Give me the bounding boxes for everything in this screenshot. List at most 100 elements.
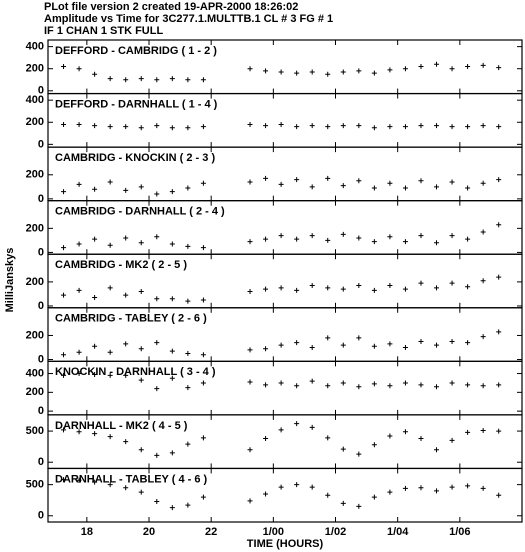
data-point [263, 436, 269, 442]
data-point [340, 69, 346, 75]
header-line: Amplitude vs Time for 3C277.1.MULTTB.1 C… [44, 13, 333, 25]
data-point [356, 503, 362, 509]
data-point [61, 64, 67, 70]
data-point [449, 380, 455, 386]
data-point [480, 62, 486, 68]
data-point [356, 283, 362, 289]
data-point [263, 175, 269, 181]
data-point [418, 338, 424, 344]
x-tick-label: 1/04 [387, 526, 409, 538]
y-tick-label: 0 [38, 456, 44, 468]
data-point [402, 429, 408, 435]
x-tick-label: 22 [205, 526, 217, 538]
data-point [76, 66, 82, 72]
data-point [418, 123, 424, 129]
data-point [449, 179, 455, 185]
y-tick-label: 200 [26, 169, 44, 181]
data-point [294, 236, 300, 242]
data-point [402, 239, 408, 245]
data-point [356, 68, 362, 74]
data-point [61, 121, 67, 127]
data-point [402, 66, 408, 72]
y-tick-label: 500 [26, 425, 44, 437]
data-point [371, 343, 377, 349]
data-point [107, 285, 113, 291]
y-axis-label: MilliJanskys [4, 248, 16, 313]
data-point [278, 69, 284, 75]
data-point [138, 489, 144, 495]
data-point [496, 428, 502, 434]
data-point [356, 384, 362, 390]
data-point [449, 484, 455, 490]
data-point [371, 381, 377, 387]
data-point [76, 287, 82, 293]
data-point [387, 383, 393, 389]
data-point [76, 349, 82, 355]
data-point [107, 124, 113, 130]
y-tick-label: 200 [26, 329, 44, 341]
data-point [154, 296, 160, 302]
y-tick-label: 200 [26, 116, 44, 128]
data-point [185, 351, 191, 357]
x-axis-label: TIME (HOURS) [247, 538, 324, 550]
data-point [138, 346, 144, 352]
data-point [278, 484, 284, 490]
data-point [200, 380, 206, 386]
data-point [154, 386, 160, 392]
data-point [263, 346, 269, 352]
data-point [387, 433, 393, 439]
data-point [325, 492, 331, 498]
data-point [200, 297, 206, 303]
data-point [200, 77, 206, 83]
data-point [200, 352, 206, 358]
data-point [434, 342, 440, 348]
data-point [449, 437, 455, 443]
data-point [434, 184, 440, 190]
data-point [169, 76, 175, 82]
data-point [465, 124, 471, 130]
data-point [200, 180, 206, 186]
y-tick-label: 400 [26, 94, 44, 106]
y-tick-label: 0 [38, 353, 44, 365]
data-point [61, 427, 67, 433]
data-point [200, 494, 206, 500]
data-point [61, 372, 67, 378]
data-point [278, 342, 284, 348]
data-point [169, 450, 175, 456]
data-point [387, 180, 393, 186]
data-point [247, 239, 253, 245]
data-point [138, 240, 144, 246]
data-point [340, 183, 346, 189]
data-point [449, 280, 455, 286]
data-point [247, 66, 253, 72]
data-point [123, 235, 129, 241]
data-point [294, 287, 300, 293]
data-point [434, 285, 440, 291]
data-point [76, 181, 82, 187]
data-point [247, 179, 253, 185]
data-point [294, 482, 300, 488]
data-point [138, 447, 144, 453]
data-point [356, 178, 362, 184]
data-point [169, 505, 175, 511]
data-point [496, 222, 502, 228]
data-point [449, 124, 455, 130]
data-point [200, 124, 206, 130]
data-point [434, 240, 440, 246]
data-point [263, 236, 269, 242]
data-point [356, 123, 362, 129]
panel-title: CAMBRIDG - KNOCKIN ( 2 - 3 ) [55, 152, 215, 164]
data-point [402, 344, 408, 350]
data-point [61, 245, 67, 251]
data-point [61, 292, 67, 298]
data-point [418, 485, 424, 491]
data-point [294, 124, 300, 130]
data-point [496, 124, 502, 130]
data-point [154, 452, 160, 458]
data-point [325, 435, 331, 441]
y-tick-label: 0 [38, 193, 44, 205]
data-point [325, 175, 331, 181]
data-point [123, 372, 129, 378]
y-tick-label: 0 [38, 138, 44, 150]
